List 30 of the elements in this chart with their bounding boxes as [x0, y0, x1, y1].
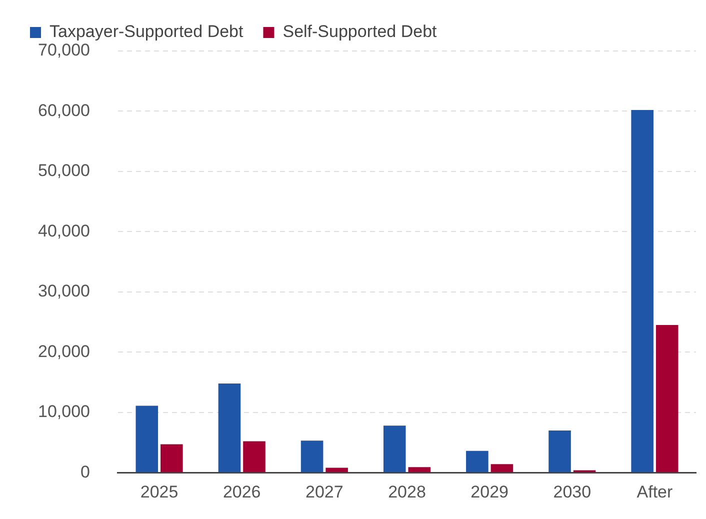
- y-tick-label: 10,000: [38, 402, 90, 422]
- bar: [656, 325, 678, 472]
- legend-label: Taxpayer-Supported Debt: [50, 22, 244, 42]
- y-tick-label: 50,000: [38, 161, 90, 180]
- bar: [490, 464, 514, 472]
- y-tick-label: 20,000: [38, 342, 90, 361]
- x-tick-label: 2028: [388, 482, 426, 502]
- y-tick-label: 0: [80, 462, 90, 482]
- x-tick-label: 2026: [222, 482, 261, 502]
- x-tick-label: After: [636, 482, 673, 502]
- bar: [631, 110, 654, 472]
- x-tick-label: 2025: [140, 482, 178, 502]
- x-tick-label: 2030: [553, 482, 592, 502]
- bar: [243, 441, 266, 472]
- y-tick-label: 40,000: [38, 221, 90, 240]
- y-tick-label: 30,000: [38, 282, 90, 301]
- y-tick-label: 60,000: [38, 100, 90, 120]
- x-tick-label: 2029: [470, 482, 508, 502]
- legend-label: Self-Supported Debt: [282, 22, 438, 42]
- bar: [408, 467, 431, 472]
- bar: [383, 426, 406, 472]
- bar: [136, 406, 158, 472]
- bar: [160, 444, 183, 472]
- bar: [218, 383, 241, 472]
- y-tick-label: 70,000: [38, 40, 90, 60]
- bar: [466, 450, 488, 472]
- bar: [548, 430, 571, 472]
- x-tick-label: 2027: [306, 482, 344, 502]
- bar: [326, 468, 348, 472]
- bar: [300, 440, 324, 472]
